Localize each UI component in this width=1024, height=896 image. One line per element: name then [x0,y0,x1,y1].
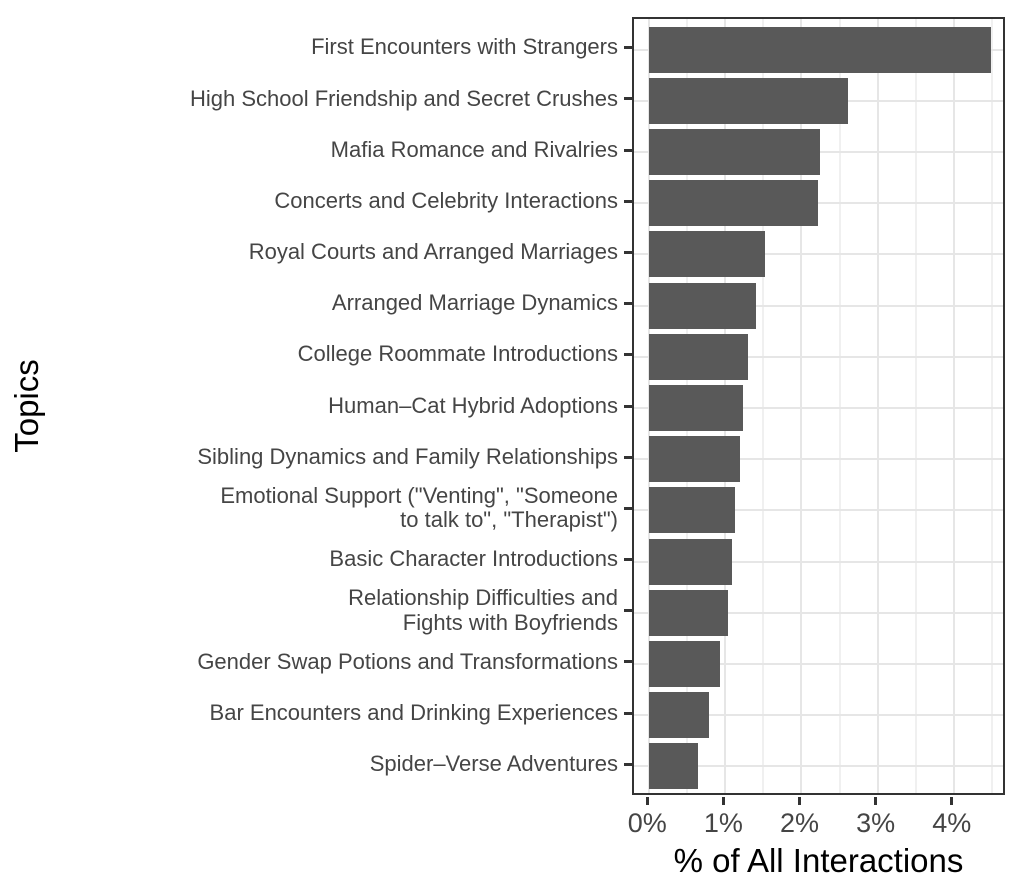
x-axis-tick [950,797,954,805]
gridline-major-horizontal [634,202,1003,205]
x-tick-label: 3% [856,808,896,838]
gridline-minor-vertical [838,19,841,793]
gridline-major-vertical [876,19,879,793]
category-label: Bar Encounters and Drinking Experiences [209,699,618,725]
category-label: First Encounters with Strangers [311,34,618,60]
bar [649,385,743,431]
bar [649,77,848,124]
category-label: High School Friendship and Secret Crushe… [189,85,618,111]
x-tick-label: 4% [932,808,972,838]
y-axis-tick [624,46,632,50]
y-axis-tick [624,455,632,459]
x-axis-tick [721,797,725,805]
bar [649,129,820,176]
y-axis-tick [624,199,632,203]
category-label: Royal Courts and Arranged Marriages [248,239,618,265]
gridline-minor-vertical [914,19,917,793]
gridline-major-horizontal [634,304,1003,307]
gridline-major-vertical [800,19,803,793]
category-label: Relationship Difficulties and Fights wit… [348,585,618,635]
x-axis-tick [645,797,649,805]
gridline-minor-vertical [990,19,993,793]
gridline-major-horizontal [634,765,1003,768]
y-axis-tick [624,711,632,715]
y-axis-tick [624,404,632,408]
y-axis-labels: First Encounters with Strangers High Scho… [0,17,622,795]
bar [649,180,819,227]
category-label: Gender Swap Potions and Transformations [197,648,618,674]
y-axis-tick [624,558,632,562]
category-label: College Roommate Introductions [297,341,618,367]
bar [649,589,728,636]
x-axis-title: % of All Interactions [673,842,964,879]
category-label: Basic Character Introductions [329,546,618,572]
category-label: Mafia Romance and Rivalries [330,136,618,162]
y-axis-tick [624,660,632,664]
gridline-major-horizontal [634,509,1003,512]
bar [649,436,740,483]
x-axis-tick [874,797,878,805]
bar [649,487,736,534]
bar [649,231,765,278]
x-tick-label: 2% [779,808,819,838]
gridline-major-horizontal [634,253,1003,256]
y-axis-tick [624,148,632,152]
category-label: Human–Cat Hybrid Adoptions [328,392,618,418]
x-tick-label: 1% [703,808,743,838]
gridline-minor-vertical [762,19,765,793]
gridline-major-horizontal [634,458,1003,461]
bar [649,333,749,380]
gridline-major-horizontal [634,407,1003,409]
bar [649,743,698,790]
gridline-major-vertical [952,19,955,793]
plot-panel [632,17,1005,795]
gridline-major-horizontal [634,662,1003,665]
category-label: Emotional Support ("Venting", "Someone t… [220,482,618,533]
bar [649,692,710,739]
y-axis-tick [624,97,632,101]
category-label: Spider–Verse Adventures [369,750,618,776]
gridline-major-horizontal [634,560,1003,563]
x-axis-tick [797,797,801,805]
y-axis-tick [624,302,632,306]
category-label: Concerts and Celebrity Interactions [274,187,618,213]
y-axis-tick [624,609,632,613]
x-tick-label: 0% [627,808,667,838]
bar [649,640,720,687]
category-label: Sibling Dynamics and Family Relationship… [197,443,618,469]
category-label: Arranged Marriage Dynamics [331,290,618,316]
y-axis-tick [624,250,632,254]
bar [649,26,991,73]
y-axis-tick [624,762,632,766]
bar [649,282,756,329]
gridline-major-horizontal [634,355,1003,358]
bar [649,538,733,585]
gridline-major-horizontal [634,714,1003,717]
y-axis-tick [624,353,632,357]
gridline-major-horizontal [634,611,1003,614]
y-axis-tick [624,506,632,510]
